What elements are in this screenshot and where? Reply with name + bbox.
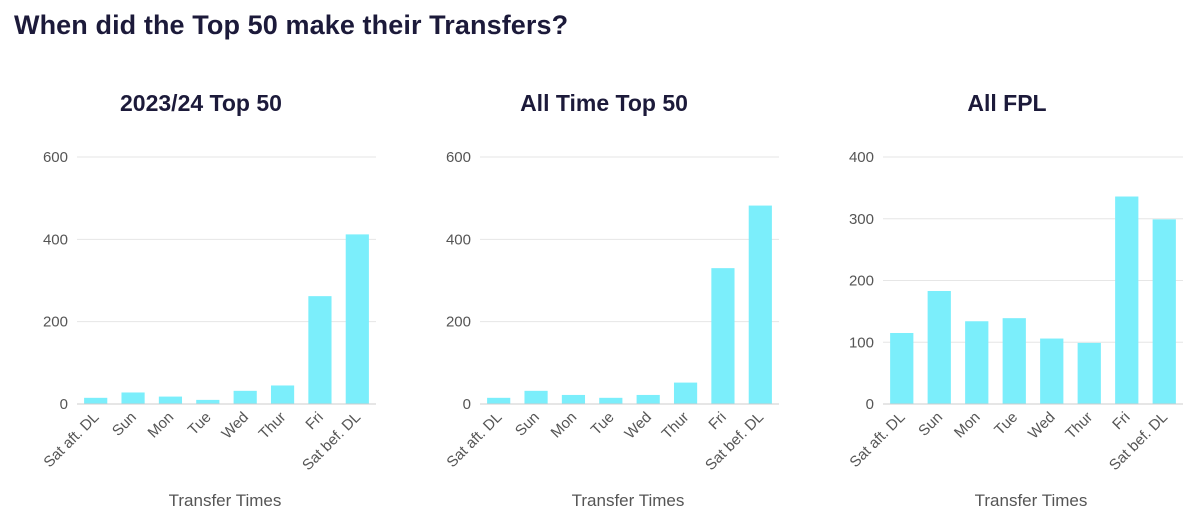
bar-sun: [927, 290, 951, 404]
x-axis-title: Transfer Times: [169, 491, 282, 510]
y-tick-label: 400: [849, 149, 874, 166]
chart-panel-3: All FPL 0 100 200 300 400 Sat aft. DL Sun Mon Tue…: [846, 90, 1183, 510]
y-tick-label: 200: [849, 273, 874, 290]
x-tick-label: Tue: [588, 409, 618, 439]
bar-mon: [965, 321, 989, 404]
x-tick-label: Wed: [218, 409, 252, 443]
bar-sat-bef-dl: [1152, 219, 1176, 404]
x-axis-title: Transfer Times: [975, 491, 1088, 510]
y-tick-label: 100: [849, 334, 874, 351]
bar-tue: [599, 397, 623, 404]
y-tick-label: 400: [43, 231, 68, 248]
x-tick-label: Mon: [548, 409, 581, 442]
bar-sat-aft-dl: [84, 397, 108, 404]
chart-title: All FPL: [967, 90, 1046, 116]
x-axis-title: Transfer Times: [572, 491, 685, 510]
x-tick-label: Sun: [512, 409, 543, 440]
x-tick-label: Fri: [705, 409, 729, 433]
bar-tue: [196, 399, 220, 404]
bar-mon: [561, 394, 586, 404]
chart-title: 2023/24 Top 50: [120, 90, 282, 116]
y-tick-label: 0: [463, 396, 471, 413]
y-tick-label: 0: [60, 396, 68, 413]
x-tick-label: Tue: [185, 409, 215, 439]
y-tick-label: 200: [43, 314, 68, 331]
x-tick-label: Fri: [1109, 409, 1133, 433]
bar-fri: [1115, 196, 1139, 404]
bar-mon: [158, 396, 183, 404]
x-tick-label: Sun: [109, 409, 140, 440]
y-tick-label: 600: [43, 149, 68, 166]
bar-sun: [524, 390, 548, 404]
bar-sun: [121, 392, 145, 404]
bar-thur: [673, 382, 698, 404]
bar-wed: [636, 394, 660, 404]
page-title: When did the Top 50 make their Transfers…: [14, 10, 569, 40]
x-tick-label: Sat aft. DL: [443, 409, 505, 471]
bar-fri: [711, 268, 735, 404]
x-tick-label: Thur: [1062, 409, 1096, 443]
y-tick-label: 600: [446, 149, 471, 166]
bar-thur: [270, 385, 295, 404]
y-tick-label: 200: [446, 314, 471, 331]
chart-panel-1: 2023/24 Top 50 0 200 400 600 Sat aft. DL Sun Mo…: [40, 90, 376, 510]
bar-tue: [1002, 318, 1026, 404]
bar-sat-bef-dl: [748, 205, 772, 404]
x-tick-label: Wed: [621, 409, 655, 443]
bar-thur: [1077, 342, 1101, 404]
chart-panel-2: All Time Top 50 0 200 400 600 Sat aft. DL Sun M…: [443, 90, 779, 510]
x-tick-label: Sat aft. DL: [846, 409, 908, 471]
bar-sat-bef-dl: [345, 234, 369, 404]
bar-sat-aft-dl: [890, 332, 914, 404]
bar-wed: [1040, 338, 1064, 404]
y-tick-label: 300: [849, 211, 874, 228]
x-tick-label: Tue: [991, 409, 1021, 439]
x-tick-label: Sat aft. DL: [40, 409, 102, 471]
bar-wed: [233, 390, 257, 404]
x-tick-label: Sun: [915, 409, 946, 440]
y-tick-label: 0: [866, 396, 874, 413]
x-tick-label: Fri: [302, 409, 326, 433]
bar-fri: [308, 296, 332, 404]
bar-sat-aft-dl: [487, 397, 511, 404]
x-tick-label: Wed: [1025, 409, 1059, 443]
y-tick-label: 400: [446, 231, 471, 248]
x-tick-label: Mon: [145, 409, 178, 442]
chart-title: All Time Top 50: [520, 90, 688, 116]
x-tick-label: Thur: [659, 409, 693, 443]
x-tick-label: Thur: [256, 409, 290, 443]
x-tick-label: Mon: [951, 409, 984, 442]
